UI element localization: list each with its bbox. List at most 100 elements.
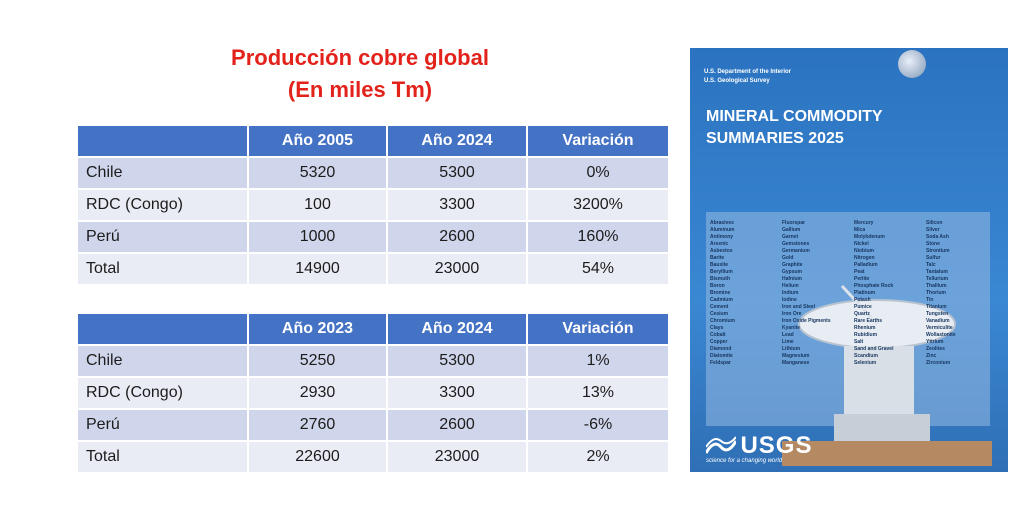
mineral-name: Lime [782,339,794,345]
mineral-name: Phosphate Rock [854,283,894,289]
table-row: Chile 5250 5300 1% [76,344,670,378]
country-cell: Perú [76,220,249,254]
mineral-name: Mercury [854,220,874,226]
mineral-name: Iron and Steel [782,304,816,310]
header-blank [76,124,249,158]
table-header-row: Año 2023 Año 2024 Variación [76,312,670,346]
value-cell: 23000 [386,252,528,286]
mineral-name: Rhenium [854,325,876,331]
mineral-name: Cement [710,304,729,310]
mineral-name: Rubidium [854,332,878,338]
mineral-name: Lithium [782,346,801,352]
mineral-name: Aluminum [710,227,735,233]
variation-cell: 2% [526,440,670,474]
value-cell: 2600 [386,220,528,254]
usgs-tagline: science for a changing world [706,458,783,464]
mineral-name: Feldspar [710,360,731,366]
mineral-name: Abrasives [710,220,734,226]
mineral-name: Clays [710,325,724,331]
value-cell: 100 [247,188,388,222]
mineral-name: Iron Ore [782,311,802,317]
mineral-name: Wollastonite [926,332,956,338]
value-cell: 5250 [247,344,388,378]
header-variation: Variación [526,312,670,346]
minerals-column-3: Mercury Mica Molybdenum Nickel Niobium Nitrog… [854,220,914,367]
title-line-1: Producción cobre global [231,45,489,70]
header-variation: Variación [526,124,670,158]
variation-cell: 160% [526,220,670,254]
mineral-name: Selenium [854,360,877,366]
mineral-name: Zeolites [926,346,945,352]
mineral-name: Soda Ash [926,234,949,240]
mineral-name: Rare Earths [854,318,883,324]
mineral-name: Hafnium [782,276,802,282]
mineral-name: Nitrogen [854,255,875,261]
mineral-name: Arsenic [710,241,729,247]
mineral-name: Thorium [926,290,946,296]
page-title: Producción cobre global (En miles Tm) [180,42,540,106]
value-cell: 3300 [386,376,528,410]
mineral-name: Silicon [926,220,943,226]
variation-cell: 3200% [526,188,670,222]
mineral-name: Zirconium [926,360,951,366]
mineral-name: Copper [710,339,728,345]
mineral-name: Yttrium [926,339,944,345]
mineral-name: Scandium [854,353,878,359]
mineral-name: Magnesium [782,353,810,359]
table-row: Total 14900 23000 54% [76,252,670,286]
value-cell: 5320 [247,156,388,190]
mineral-name: Gypsum [782,269,803,275]
mineral-name: Manganese [782,360,810,366]
value-cell: 3300 [386,188,528,222]
mineral-name: Mica [854,227,866,233]
mineral-name: Tantalum [926,269,948,275]
mineral-name: Fluorspar [782,220,806,226]
mineral-name: Iodine [782,297,797,303]
country-cell: RDC (Congo) [76,376,249,410]
usgs-wordmark: USGS [740,432,813,459]
mineral-name: Potash [854,297,871,303]
header-year-b: Año 2024 [386,312,528,346]
mineral-name: Bauxite [710,262,729,268]
country-cell: Chile [76,156,249,190]
mineral-name: Stone [926,241,940,247]
country-cell: Total [76,440,249,474]
value-cell: 23000 [386,440,528,474]
mineral-name: Salt [854,339,864,345]
mineral-name: Peat [854,269,865,275]
mineral-name: Boron [710,283,725,289]
mineral-name: Sand and Gravel [854,346,894,352]
variation-cell: 13% [526,376,670,410]
country-cell: Perú [76,408,249,442]
value-cell: 2600 [386,408,528,442]
table-header-row: Año 2005 Año 2024 Variación [76,124,670,158]
value-cell: 5300 [386,344,528,378]
mineral-name: Kyanite [782,325,801,331]
mineral-name: Nickel [854,241,869,247]
mineral-name: Gemstones [782,241,810,247]
mineral-name: Germanium [782,248,810,254]
mineral-name: Sulfur [926,255,941,261]
country-cell: RDC (Congo) [76,188,249,222]
mineral-name: Vermiculite [926,325,953,331]
header-blank [76,312,249,346]
mineral-name: Gallium [782,227,801,233]
mineral-name: Bromine [710,290,731,296]
radio-telescope-dish-icon [782,284,992,466]
minerals-list: Abrasives Aluminum Antimony Arsenic Asbestos… [710,220,990,367]
minerals-column-4: Silicon Silver Soda Ash Stone Strontium Sulfu… [926,220,986,367]
agency-label: U.S. Department of the Interior U.S. Geo… [704,68,791,86]
mineral-name: Antimony [710,234,734,240]
agency-line-1: U.S. Department of the Interior [704,69,792,75]
mineral-name: Garnet [782,234,799,240]
minerals-column-2: Fluorspar Gallium Garnet Gemstones Germanium… [782,220,842,367]
cover-title-line-1: MINERAL COMMODITY [706,108,883,125]
value-cell: 14900 [247,252,388,286]
header-year-b: Año 2024 [386,124,528,158]
mineral-name: Gold [782,255,794,261]
mineral-name: Cadmium [710,297,733,303]
table-row: RDC (Congo) 2930 3300 13% [76,376,670,410]
mineral-name: Bismuth [710,276,730,282]
table-row: Perú 2760 2600 -6% [76,408,670,442]
usgs-wave-icon [706,436,736,454]
